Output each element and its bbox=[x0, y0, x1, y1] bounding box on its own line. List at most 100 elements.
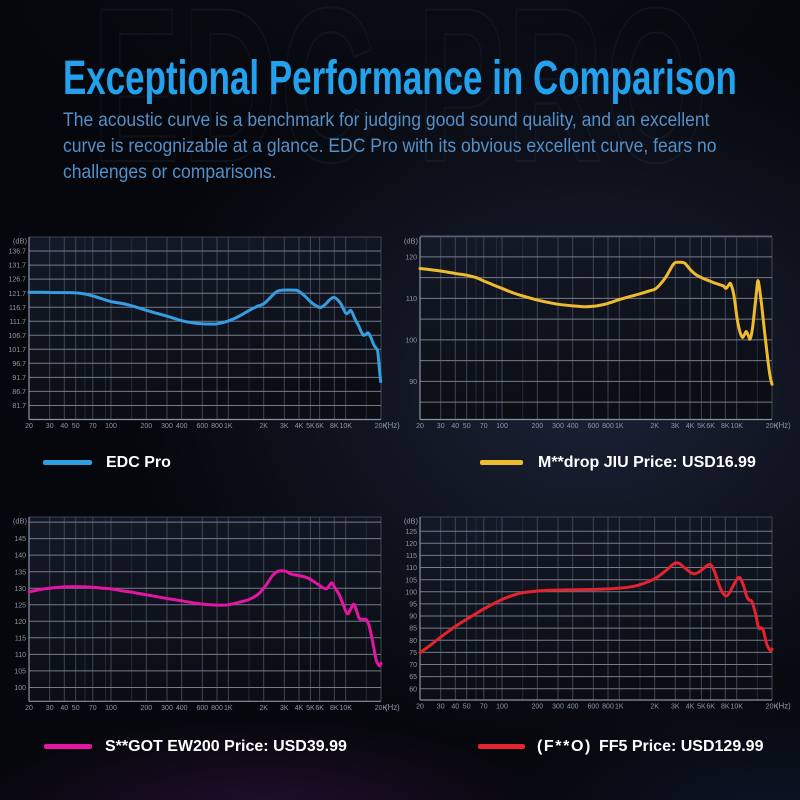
svg-text:20: 20 bbox=[25, 705, 33, 712]
svg-text:50: 50 bbox=[463, 704, 471, 711]
svg-text:110: 110 bbox=[406, 296, 417, 303]
svg-text:5K: 5K bbox=[697, 423, 706, 430]
svg-text:8K: 8K bbox=[721, 704, 730, 711]
svg-text:115: 115 bbox=[15, 635, 26, 642]
svg-text:3K: 3K bbox=[671, 704, 680, 711]
svg-text:20: 20 bbox=[25, 423, 33, 430]
svg-text:10K: 10K bbox=[730, 704, 743, 711]
svg-text:120: 120 bbox=[14, 619, 26, 626]
svg-text:800: 800 bbox=[211, 423, 223, 430]
svg-text:130: 130 bbox=[14, 586, 26, 593]
svg-text:(Hz): (Hz) bbox=[776, 421, 791, 430]
svg-text:40: 40 bbox=[60, 705, 68, 712]
svg-text:30: 30 bbox=[46, 705, 54, 712]
svg-text:300: 300 bbox=[552, 704, 564, 711]
svg-text:3K: 3K bbox=[671, 423, 680, 430]
svg-text:40: 40 bbox=[60, 423, 68, 430]
svg-text:200: 200 bbox=[140, 705, 152, 712]
svg-text:600: 600 bbox=[196, 423, 208, 430]
svg-text:125: 125 bbox=[405, 529, 417, 536]
svg-text:(Hz): (Hz) bbox=[385, 703, 400, 712]
svg-text:100: 100 bbox=[405, 338, 417, 345]
svg-text:100: 100 bbox=[105, 705, 117, 712]
svg-text:10K: 10K bbox=[730, 423, 743, 430]
svg-text:126.7: 126.7 bbox=[8, 277, 26, 284]
svg-text:105: 105 bbox=[405, 577, 417, 584]
svg-text:110: 110 bbox=[406, 565, 417, 572]
svg-text:101.7: 101.7 bbox=[8, 347, 26, 354]
svg-text:(dB): (dB) bbox=[404, 237, 419, 246]
svg-text:120: 120 bbox=[405, 541, 417, 548]
svg-text:8K: 8K bbox=[330, 423, 339, 430]
svg-text:6K: 6K bbox=[706, 423, 715, 430]
svg-text:2K: 2K bbox=[259, 705, 268, 712]
svg-text:1K: 1K bbox=[224, 705, 233, 712]
svg-text:200: 200 bbox=[140, 423, 152, 430]
svg-text:115: 115 bbox=[406, 553, 417, 560]
svg-text:100: 100 bbox=[405, 589, 417, 596]
svg-text:50: 50 bbox=[72, 423, 80, 430]
svg-text:70: 70 bbox=[409, 662, 417, 669]
svg-text:8K: 8K bbox=[330, 705, 339, 712]
svg-text:400: 400 bbox=[176, 423, 188, 430]
svg-text:30: 30 bbox=[46, 423, 54, 430]
svg-text:70: 70 bbox=[480, 704, 488, 711]
svg-text:1K: 1K bbox=[615, 704, 624, 711]
svg-text:86.7: 86.7 bbox=[12, 389, 26, 396]
svg-text:40: 40 bbox=[451, 704, 459, 711]
svg-text:111.7: 111.7 bbox=[10, 319, 27, 326]
svg-text:110: 110 bbox=[15, 652, 26, 659]
svg-text:120: 120 bbox=[405, 255, 417, 262]
svg-text:85: 85 bbox=[409, 626, 417, 633]
svg-text:200: 200 bbox=[531, 704, 543, 711]
svg-text:75: 75 bbox=[409, 650, 417, 657]
svg-text:2K: 2K bbox=[259, 423, 268, 430]
svg-text:80: 80 bbox=[409, 638, 417, 645]
svg-text:121.7: 121.7 bbox=[8, 291, 26, 298]
svg-text:1K: 1K bbox=[615, 423, 624, 430]
svg-text:4K: 4K bbox=[295, 705, 304, 712]
svg-text:100: 100 bbox=[496, 704, 508, 711]
svg-text:(dB): (dB) bbox=[13, 517, 28, 526]
svg-text:50: 50 bbox=[463, 423, 471, 430]
svg-text:400: 400 bbox=[567, 704, 579, 711]
svg-text:10K: 10K bbox=[339, 423, 352, 430]
svg-text:800: 800 bbox=[602, 423, 614, 430]
svg-text:5K: 5K bbox=[306, 423, 315, 430]
svg-text:4K: 4K bbox=[686, 704, 695, 711]
svg-text:65: 65 bbox=[409, 674, 417, 681]
svg-text:300: 300 bbox=[161, 705, 173, 712]
svg-text:20K: 20K bbox=[375, 705, 388, 712]
svg-text:20: 20 bbox=[416, 423, 424, 430]
svg-text:116.7: 116.7 bbox=[9, 305, 26, 312]
svg-text:400: 400 bbox=[176, 705, 188, 712]
svg-text:3K: 3K bbox=[280, 705, 289, 712]
svg-text:70: 70 bbox=[480, 423, 488, 430]
svg-text:800: 800 bbox=[211, 705, 223, 712]
svg-text:(dB): (dB) bbox=[404, 517, 419, 526]
svg-text:100: 100 bbox=[14, 685, 26, 692]
svg-text:20K: 20K bbox=[766, 704, 779, 711]
svg-text:20: 20 bbox=[416, 704, 424, 711]
svg-text:2K: 2K bbox=[650, 704, 659, 711]
svg-text:10K: 10K bbox=[339, 705, 352, 712]
svg-text:135: 135 bbox=[14, 569, 26, 576]
svg-text:300: 300 bbox=[552, 423, 564, 430]
svg-text:(dB): (dB) bbox=[13, 237, 28, 246]
svg-text:40: 40 bbox=[451, 423, 459, 430]
svg-text:100: 100 bbox=[105, 423, 117, 430]
svg-text:600: 600 bbox=[196, 705, 208, 712]
svg-text:20K: 20K bbox=[766, 423, 779, 430]
svg-text:8K: 8K bbox=[721, 423, 730, 430]
svg-text:200: 200 bbox=[531, 423, 543, 430]
svg-text:70: 70 bbox=[89, 705, 97, 712]
svg-text:20K: 20K bbox=[375, 423, 388, 430]
svg-text:70: 70 bbox=[89, 423, 97, 430]
svg-text:1K: 1K bbox=[224, 423, 233, 430]
svg-text:125: 125 bbox=[14, 602, 26, 609]
svg-text:4K: 4K bbox=[295, 423, 304, 430]
svg-text:600: 600 bbox=[587, 423, 599, 430]
svg-text:2K: 2K bbox=[650, 423, 659, 430]
svg-text:145: 145 bbox=[14, 536, 26, 543]
svg-text:30: 30 bbox=[437, 423, 445, 430]
